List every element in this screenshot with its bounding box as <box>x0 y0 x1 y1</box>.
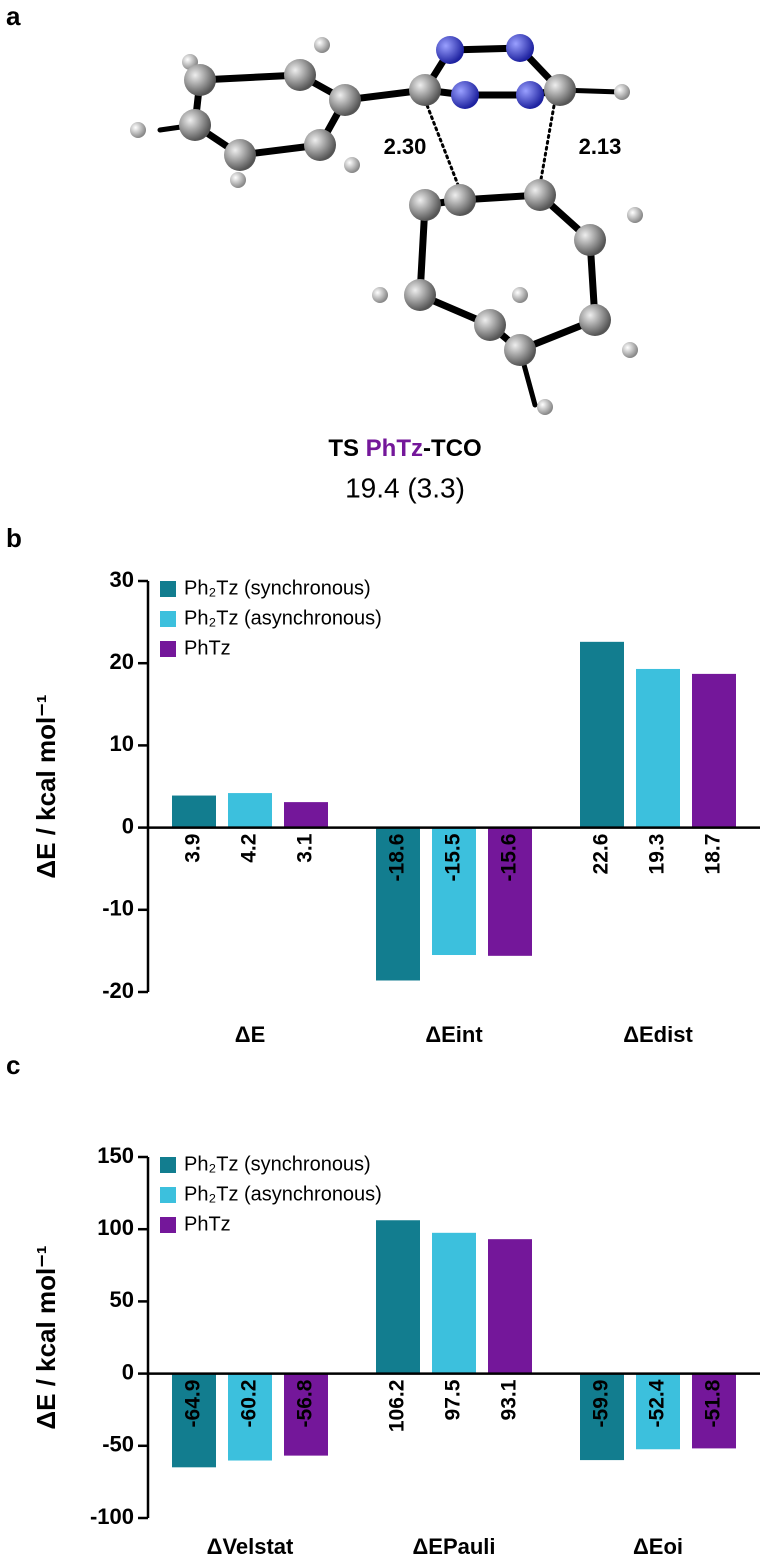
distance-label: 2.13 <box>579 134 622 159</box>
value-label: -51.8 <box>702 1379 725 1427</box>
y-axis-label: ΔE / kcal mol⁻¹ <box>31 694 61 878</box>
value-label: -56.8 <box>294 1379 317 1427</box>
bar <box>376 1220 420 1374</box>
y-tick-label: -20 <box>102 978 134 1003</box>
y-tick-label: 50 <box>110 1287 134 1312</box>
bar <box>172 1373 216 1468</box>
x-tick-label: ΔEoi <box>633 1534 683 1559</box>
bar <box>580 641 624 828</box>
legend-label: Ph₂Tz (synchronous) <box>184 1153 371 1175</box>
bar <box>636 668 680 828</box>
value-label: 18.7 <box>702 834 725 875</box>
y-tick-label: 0 <box>122 1359 134 1384</box>
value-label: 97.5 <box>442 1379 465 1420</box>
panel-label: c <box>6 1050 20 1080</box>
value-label: 3.9 <box>182 834 205 863</box>
bar <box>432 827 476 956</box>
y-tick-label: 150 <box>97 1143 134 1168</box>
y-tick-label: 10 <box>110 731 134 756</box>
legend-label: PhTz <box>184 637 231 659</box>
value-label: 4.2 <box>238 834 261 863</box>
value-label: -59.9 <box>590 1380 613 1428</box>
bar <box>376 827 420 981</box>
value-label: 22.6 <box>590 834 613 875</box>
y-tick-label: 100 <box>97 1215 134 1240</box>
bar <box>284 802 328 828</box>
bar <box>172 795 216 828</box>
bar <box>228 793 272 828</box>
legend-swatch <box>160 641 176 657</box>
x-tick-label: ΔE <box>235 1022 266 1047</box>
value-label: -64.9 <box>182 1380 205 1428</box>
value-label: -18.6 <box>386 834 409 882</box>
legend-swatch <box>160 1217 176 1233</box>
panel-label: a <box>6 1 21 31</box>
bar <box>228 1373 272 1461</box>
value-label: -15.6 <box>498 834 521 882</box>
y-tick-label: 20 <box>110 649 134 674</box>
y-tick-label: -100 <box>90 1504 134 1529</box>
structure-energy: 19.4 (3.3) <box>345 472 465 503</box>
bar <box>432 1232 476 1374</box>
y-tick-label: -10 <box>102 896 134 921</box>
y-tick-label: 0 <box>122 813 134 838</box>
atoms <box>130 34 643 415</box>
y-tick-label: 30 <box>110 567 134 592</box>
bar <box>692 673 736 828</box>
legend-swatch <box>160 1157 176 1173</box>
bar <box>488 1239 532 1374</box>
bar <box>692 1373 736 1449</box>
title-part: PhTz <box>366 435 423 462</box>
value-label: 3.1 <box>294 833 317 863</box>
title-part: TS <box>328 435 365 462</box>
bar <box>580 1373 624 1461</box>
distance-label: 2.30 <box>384 134 427 159</box>
x-tick-label: ΔVelstat <box>207 1534 294 1559</box>
bar <box>636 1373 680 1450</box>
value-label: 93.1 <box>498 1379 521 1420</box>
value-label: 19.3 <box>646 834 669 875</box>
value-label: -15.5 <box>442 833 465 881</box>
legend-swatch <box>160 581 176 597</box>
value-label: -60.2 <box>238 1380 261 1428</box>
legend-swatch <box>160 1187 176 1203</box>
bar <box>488 827 532 956</box>
x-tick-label: ΔEdist <box>623 1022 693 1047</box>
legend-label: Ph₂Tz (asynchronous) <box>184 1183 382 1205</box>
title-part: -TCO <box>423 435 482 462</box>
legend-label: PhTz <box>184 1213 231 1235</box>
legend-swatch <box>160 611 176 627</box>
panel-label: b <box>6 523 22 553</box>
value-label: 106.2 <box>386 1380 409 1433</box>
structure-title: TS PhTz-TCO <box>328 435 481 462</box>
y-axis-label: ΔE / kcal mol⁻¹ <box>31 1245 61 1429</box>
legend-label: Ph₂Tz (asynchronous) <box>184 607 382 629</box>
bar <box>284 1373 328 1456</box>
y-tick-label: -50 <box>102 1432 134 1457</box>
value-label: -52.4 <box>646 1379 669 1427</box>
x-tick-label: ΔEPauli <box>412 1534 495 1559</box>
x-tick-label: ΔEint <box>425 1022 483 1047</box>
legend-label: Ph₂Tz (synchronous) <box>184 577 371 599</box>
